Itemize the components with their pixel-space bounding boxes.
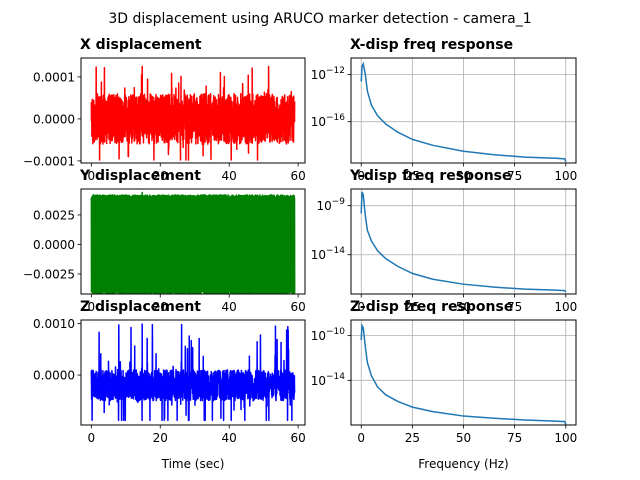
x-tick-label: 25 xyxy=(405,431,420,445)
y-tick-label: 10−14 xyxy=(311,246,346,262)
subplot-x-disp: X displacement 0 20 40 60 −0.0001 0.0000 0.0001 xyxy=(23,37,306,183)
x-tick-label: 0 xyxy=(88,300,96,314)
x-tick-label: 40 xyxy=(222,431,237,445)
y-tick-label: 0.0001 xyxy=(33,70,75,84)
y-tick-label: 0.0000 xyxy=(33,112,75,126)
subplot-grid: X displacement 0 20 40 60 −0.0001 0.0000 0.0001… xyxy=(23,37,577,471)
x-tick-label: 50 xyxy=(456,431,471,445)
subplot-title: Z displacement xyxy=(80,299,201,315)
series-line xyxy=(360,322,567,425)
x-tick-label: 0 xyxy=(357,169,365,183)
y-tick-label: 10−16 xyxy=(311,113,346,129)
y-tick-label: 10−14 xyxy=(311,372,346,388)
x-axis-label: Frequency (Hz) xyxy=(418,457,509,471)
y-tick-label: 0.0025 xyxy=(33,208,75,222)
subplot-x-freq: X-disp freq response 0 25 50 75 100 10−12 10−16 xyxy=(311,37,578,183)
x-tick-label: 50 xyxy=(456,300,471,314)
x-tick-label: 75 xyxy=(507,300,522,314)
series-line xyxy=(360,191,567,293)
x-tick-label: 0 xyxy=(88,169,96,183)
y-tick-label: 0.0000 xyxy=(33,369,75,383)
x-tick-label: 0 xyxy=(357,300,365,314)
x-tick-label: 20 xyxy=(153,169,168,183)
axes-frame xyxy=(80,57,306,164)
y-tick-label: 0.0010 xyxy=(33,317,75,331)
y-tick-label: −0.0025 xyxy=(23,267,75,281)
figure-title: 3D displacement using ARUCO marker detec… xyxy=(108,11,531,27)
series-line xyxy=(90,65,296,161)
x-tick-label: 60 xyxy=(290,431,305,445)
subplot-title: Z-disp freq response xyxy=(350,299,513,315)
x-tick-label: 40 xyxy=(222,169,237,183)
x-tick-label: 100 xyxy=(554,169,577,183)
y-tick-label: 10−9 xyxy=(316,197,345,213)
x-tick-label: 60 xyxy=(290,300,305,314)
axes-frame xyxy=(80,319,306,426)
x-tick-label: 25 xyxy=(405,300,420,314)
x-tick-label: 50 xyxy=(456,169,471,183)
x-tick-label: 0 xyxy=(357,431,365,445)
x-tick-label: 20 xyxy=(153,300,168,314)
series-line xyxy=(360,61,567,163)
series-line xyxy=(90,191,296,294)
x-tick-label: 0 xyxy=(88,431,96,445)
subplot-title: Y-disp freq response xyxy=(349,168,512,184)
series-line xyxy=(90,323,296,422)
subplot-title: X-disp freq response xyxy=(350,37,513,53)
x-tick-label: 25 xyxy=(405,169,420,183)
x-tick-label: 75 xyxy=(507,431,522,445)
subplot-title: X displacement xyxy=(80,37,202,53)
x-tick-label: 60 xyxy=(290,169,305,183)
x-axis-label: Time (sec) xyxy=(161,457,225,471)
y-tick-label: 0.0000 xyxy=(33,238,75,252)
x-tick-label: 75 xyxy=(507,169,522,183)
axes-frame xyxy=(80,188,306,295)
x-tick-label: 20 xyxy=(153,431,168,445)
y-tick-label: 10−10 xyxy=(311,327,346,343)
x-tick-label: 100 xyxy=(554,300,577,314)
y-tick-label: 10−12 xyxy=(311,66,345,82)
y-tick-label: −0.0001 xyxy=(23,154,75,168)
subplot-title: Y displacement xyxy=(79,168,201,184)
x-tick-label: 100 xyxy=(554,431,577,445)
x-tick-label: 40 xyxy=(222,300,237,314)
